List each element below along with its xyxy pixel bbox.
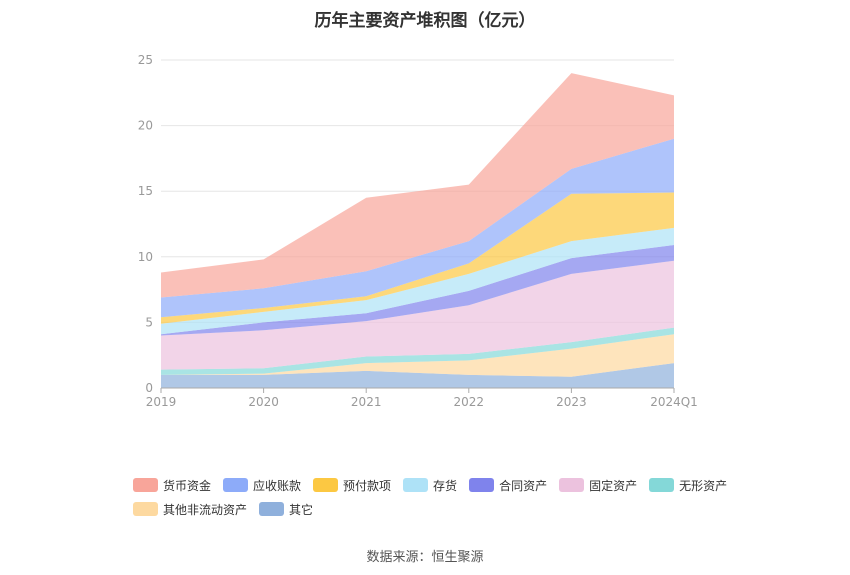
- legend-label: 其它: [289, 502, 314, 517]
- legend-item-应收账款[interactable]: 应收账款: [223, 477, 301, 494]
- legend-swatch: [259, 502, 285, 516]
- legend-swatch: [649, 478, 675, 492]
- legend-item-其他非流动资产[interactable]: 其他非流动资产: [133, 501, 247, 518]
- y-tick-label: 15: [138, 184, 153, 198]
- y-tick-label: 20: [138, 119, 153, 133]
- area-series-预付款项[interactable]: [161, 192, 674, 324]
- legend-item-合同资产[interactable]: 合同资产: [469, 477, 547, 494]
- x-tick-label: 2021: [351, 395, 382, 409]
- area-series-应收账款[interactable]: [161, 138, 674, 318]
- legend-label: 货币资金: [163, 478, 212, 493]
- area-series: [161, 73, 674, 388]
- legend-row-2: 其他非流动资产 其它: [133, 497, 733, 521]
- legend-row-1: 货币资金 应收账款 预付款项 存货 合同资产 固定资产 无形资产: [133, 473, 733, 497]
- legend-swatch: [403, 478, 429, 492]
- legend-swatch: [133, 502, 158, 516]
- legend-label: 合同资产: [499, 478, 548, 493]
- legend-label: 固定资产: [589, 478, 638, 493]
- legend-label: 应收账款: [253, 478, 302, 493]
- legend-swatch: [133, 478, 158, 492]
- legend-item-货币资金[interactable]: 货币资金: [133, 477, 211, 494]
- area-series-合同资产[interactable]: [161, 245, 674, 336]
- legend-swatch: [559, 478, 585, 492]
- x-tick-label: 2019: [146, 395, 177, 409]
- legend-item-固定资产[interactable]: 固定资产: [559, 477, 637, 494]
- legend-label: 存货: [433, 478, 458, 493]
- legend-swatch: [223, 478, 249, 492]
- area-series-其他非流动资产[interactable]: [161, 334, 674, 377]
- x-tick-label: 2023: [556, 395, 587, 409]
- x-tick-label: 2024Q1: [650, 395, 698, 409]
- y-tick-label: 5: [145, 315, 153, 329]
- legend-label: 其他非流动资产: [163, 502, 248, 517]
- legend-label: 无形资产: [679, 478, 728, 493]
- legend-item-存货[interactable]: 存货: [403, 477, 457, 494]
- y-tick-label: 25: [138, 53, 153, 67]
- legend-item-其它[interactable]: 其它: [259, 501, 313, 518]
- area-series-固定资产[interactable]: [161, 260, 674, 370]
- chart-title: 历年主要资产堆积图（亿元）: [314, 11, 536, 31]
- x-tick-label: 2020: [248, 395, 279, 409]
- legend-swatch: [469, 478, 495, 492]
- legend: 货币资金 应收账款 预付款项 存货 合同资产 固定资产 无形资产 其他非流动资产 其它: [133, 473, 733, 521]
- y-tick-label: 0: [145, 381, 153, 395]
- area-series-存货[interactable]: [161, 227, 674, 335]
- legend-item-无形资产[interactable]: 无形资产: [649, 477, 727, 494]
- area-series-无形资产[interactable]: [161, 327, 674, 375]
- y-tick-label: 10: [138, 250, 153, 264]
- x-tick-label: 2022: [454, 395, 485, 409]
- legend-item-预付款项[interactable]: 预付款项: [313, 477, 391, 494]
- legend-swatch: [313, 478, 339, 492]
- area-series-其它[interactable]: [161, 363, 674, 388]
- data-source-note: 数据来源：恒生聚源: [366, 550, 484, 565]
- area-series-货币资金[interactable]: [161, 73, 674, 298]
- axes: 0 5 10 15 20 25 2019 2020 2021 2022 2023 2024Q1: [138, 53, 698, 409]
- legend-label: 预付款项: [343, 478, 392, 493]
